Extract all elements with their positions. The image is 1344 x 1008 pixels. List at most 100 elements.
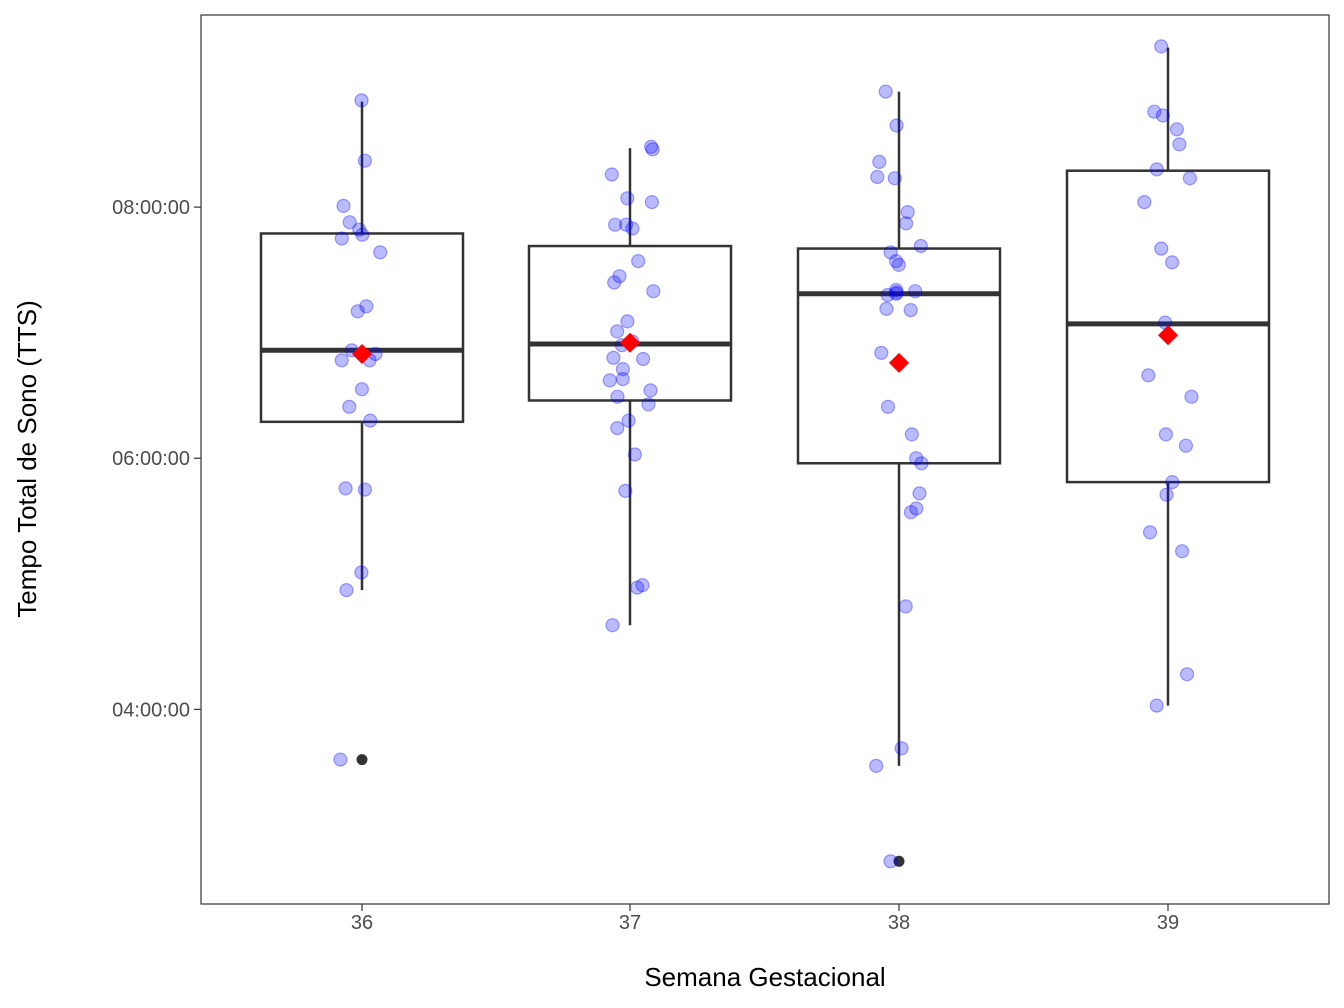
- data-point: [334, 353, 349, 368]
- data-point: [891, 257, 906, 272]
- data-point: [615, 372, 630, 387]
- data-point: [1154, 241, 1169, 256]
- data-point: [363, 413, 378, 428]
- data-point: [1159, 487, 1174, 502]
- data-point: [354, 382, 369, 397]
- data-point: [620, 314, 635, 329]
- data-point: [618, 217, 634, 232]
- data-point: [605, 618, 620, 633]
- data-point: [350, 304, 365, 319]
- data-point: [342, 215, 357, 230]
- data-point: [352, 222, 367, 237]
- data-point: [874, 345, 889, 360]
- data-point: [620, 191, 635, 206]
- data-point: [1141, 368, 1156, 383]
- data-point: [602, 373, 617, 388]
- data-point: [1149, 698, 1164, 713]
- data-point: [354, 565, 369, 580]
- data-point: [879, 301, 894, 316]
- data-point: [889, 118, 904, 133]
- data-point: [615, 362, 631, 377]
- data-point: [1172, 137, 1187, 152]
- x-axis: 36 37 38 39: [351, 904, 1179, 934]
- data-point: [888, 282, 904, 298]
- data-point: [908, 284, 923, 299]
- data-point: [357, 153, 372, 168]
- data-point: [630, 580, 645, 595]
- data-point: [1174, 544, 1190, 559]
- data-point: [610, 389, 625, 404]
- data-point: [894, 741, 909, 756]
- data-point: [607, 217, 623, 232]
- data-point: [635, 577, 650, 593]
- data-point: [355, 227, 370, 242]
- data-point: [643, 139, 659, 154]
- plot-border: [200, 14, 1330, 905]
- data-point: [898, 599, 913, 614]
- data-point: [604, 167, 619, 182]
- data-point: [625, 221, 640, 236]
- data-point: [334, 231, 349, 246]
- data-point: [373, 245, 388, 260]
- data-point: [635, 351, 651, 367]
- data-point: [887, 171, 902, 186]
- data-point: [1149, 162, 1164, 177]
- data-point: [1178, 438, 1194, 453]
- x-tick-label: 36: [351, 912, 373, 934]
- data-point: [1137, 195, 1152, 210]
- data-point: [912, 486, 927, 501]
- data-point: [909, 451, 924, 466]
- box-iqr: [259, 232, 465, 424]
- outlier-point: [893, 855, 905, 867]
- data-point: [644, 195, 660, 210]
- data-point: [903, 505, 919, 520]
- data-point: [627, 447, 643, 462]
- means-layer: [352, 325, 1178, 373]
- data-point: [1147, 104, 1162, 119]
- y-tick-label: 08:00:00: [112, 197, 190, 219]
- outlier-point: [356, 754, 368, 766]
- x-axis-title: Semana Gestacional: [644, 962, 885, 992]
- data-point: [914, 456, 929, 471]
- points-layer: [333, 39, 1199, 869]
- mean-marker: [1158, 325, 1178, 346]
- data-point: [610, 324, 625, 339]
- data-point: [883, 854, 898, 869]
- y-axis: 04:00:00 06:00:00 08:00:00: [112, 197, 201, 721]
- data-point: [900, 205, 915, 220]
- box-iqr: [1065, 169, 1271, 484]
- data-point: [621, 413, 636, 428]
- data-point: [880, 287, 895, 303]
- data-point: [641, 397, 656, 412]
- data-point: [607, 275, 622, 290]
- data-point: [339, 582, 354, 598]
- data-point: [870, 169, 885, 185]
- mean-marker: [620, 332, 640, 353]
- data-point: [1142, 525, 1158, 540]
- data-point: [913, 238, 928, 254]
- data-point: [909, 501, 924, 516]
- y-axis-title: Tempo Total de Sono (TTS): [12, 300, 42, 617]
- data-point: [333, 752, 348, 767]
- data-point: [883, 245, 898, 260]
- data-point: [612, 269, 627, 284]
- data-point: [359, 299, 374, 314]
- box-iqr: [527, 244, 733, 402]
- data-point: [1165, 475, 1180, 490]
- data-point: [1184, 389, 1199, 404]
- data-point: [1155, 108, 1171, 123]
- data-point: [643, 383, 658, 398]
- data-point: [606, 350, 621, 365]
- data-point: [336, 198, 351, 213]
- data-point: [888, 286, 904, 301]
- data-point: [878, 84, 893, 99]
- data-point: [1169, 122, 1185, 137]
- x-tick-label: 37: [619, 912, 641, 934]
- data-point: [646, 284, 661, 299]
- data-point: [338, 481, 353, 496]
- data-point: [888, 254, 904, 269]
- data-point: [904, 427, 919, 442]
- data-point: [1164, 255, 1180, 270]
- data-point: [1182, 171, 1198, 186]
- y-tick-label: 04:00:00: [112, 699, 190, 721]
